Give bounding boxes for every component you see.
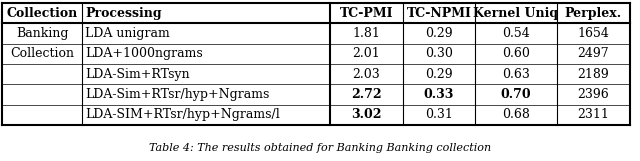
Text: LDA+1000ngrams: LDA+1000ngrams (85, 47, 203, 60)
Text: LDA unigram: LDA unigram (85, 27, 170, 40)
Text: 0.29: 0.29 (425, 68, 452, 81)
Text: LDA-Sim+RTsr/hyp+Ngrams: LDA-Sim+RTsr/hyp+Ngrams (85, 88, 269, 101)
Text: 0.63: 0.63 (502, 68, 530, 81)
Text: Processing: Processing (85, 7, 162, 20)
Text: 2.03: 2.03 (353, 68, 380, 81)
Text: 1654: 1654 (577, 27, 609, 40)
Text: 2311: 2311 (577, 108, 609, 121)
Text: 0.30: 0.30 (425, 47, 453, 60)
Text: 0.68: 0.68 (502, 108, 530, 121)
Text: 2497: 2497 (577, 47, 609, 60)
Text: 2189: 2189 (577, 68, 609, 81)
Text: 0.60: 0.60 (502, 47, 530, 60)
Text: 0.54: 0.54 (502, 27, 530, 40)
Text: LDA-SIM+RTsr/hyp+Ngrams/l: LDA-SIM+RTsr/hyp+Ngrams/l (85, 108, 280, 121)
Text: 0.31: 0.31 (425, 108, 453, 121)
Text: 1.81: 1.81 (352, 27, 380, 40)
Text: TC-NPMI: TC-NPMI (406, 7, 471, 20)
Text: 0.70: 0.70 (500, 88, 531, 101)
Text: 2396: 2396 (577, 88, 609, 101)
Text: Banking: Banking (16, 27, 68, 40)
Text: Kernel Uniq: Kernel Uniq (474, 7, 559, 20)
Text: 0.29: 0.29 (425, 27, 452, 40)
Text: Collection: Collection (10, 47, 74, 60)
Text: Table 4: The results obtained for Banking Banking collection: Table 4: The results obtained for Bankin… (149, 143, 491, 153)
Text: 2.72: 2.72 (351, 88, 381, 101)
Text: Perplex.: Perplex. (564, 7, 622, 20)
Text: 0.33: 0.33 (424, 88, 454, 101)
Text: LDA-Sim+RTsyn: LDA-Sim+RTsyn (85, 68, 189, 81)
Text: 2.01: 2.01 (353, 47, 380, 60)
Text: Collection: Collection (6, 7, 77, 20)
Text: TC-PMI: TC-PMI (339, 7, 393, 20)
Text: 3.02: 3.02 (351, 108, 381, 121)
